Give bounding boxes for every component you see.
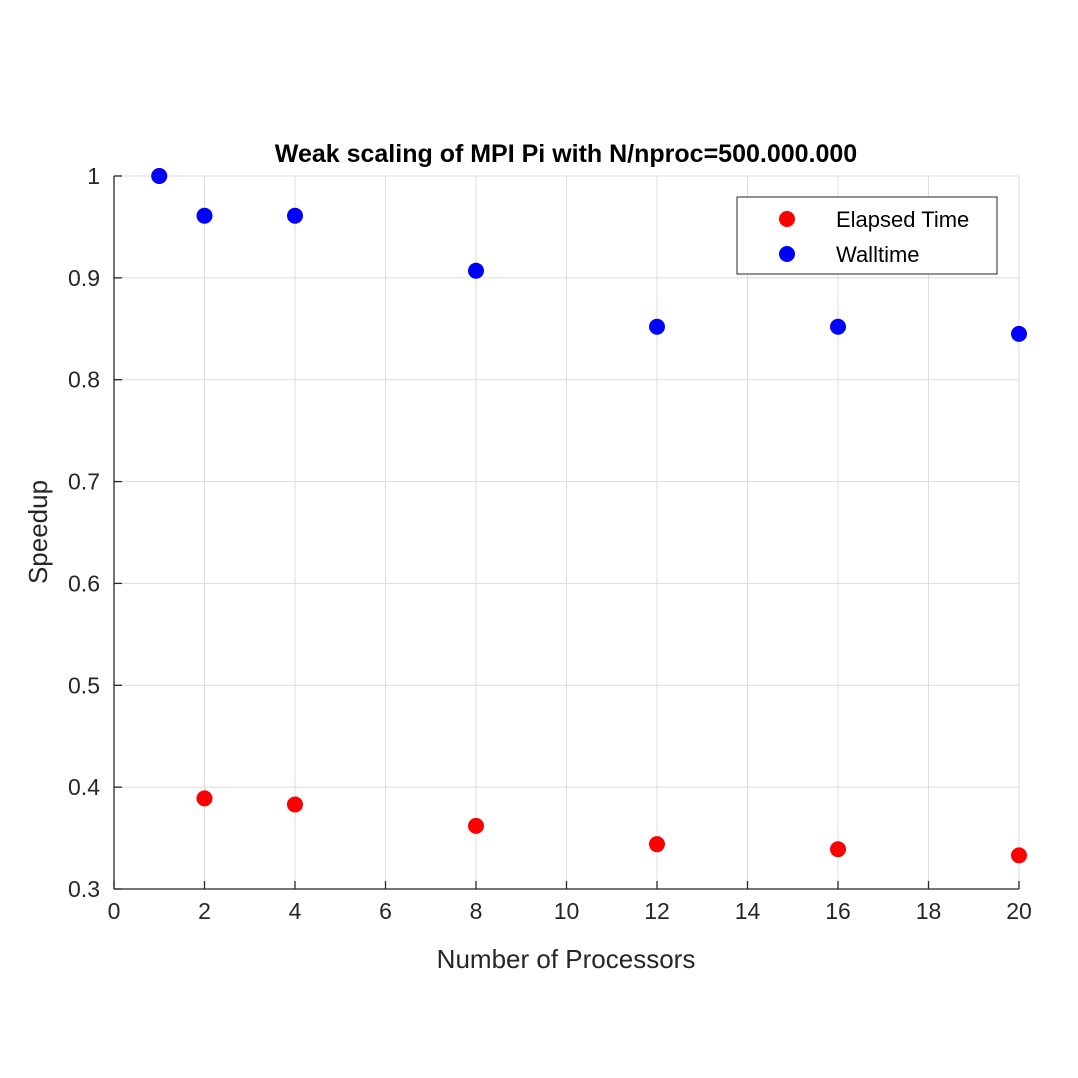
- data-points: [151, 168, 1027, 864]
- legend-marker-walltime: [779, 246, 795, 262]
- x-tick-label: 18: [916, 898, 942, 924]
- legend: Elapsed Time Walltime: [736, 196, 998, 275]
- legend-box: [736, 196, 998, 275]
- x-tick-label: 2: [198, 898, 211, 924]
- grid-lines: [114, 175, 1020, 889]
- walltime-point: [649, 318, 665, 335]
- elapsed-time-point: [649, 836, 665, 853]
- walltime-point: [196, 207, 213, 224]
- y-tick-label: 0.8: [68, 367, 100, 393]
- y-tick-label: 0.3: [68, 876, 100, 902]
- x-tick-label: 6: [379, 898, 392, 924]
- walltime-point: [151, 168, 168, 184]
- legend-label-walltime: Walltime: [836, 242, 920, 267]
- x-tick-label: 16: [825, 898, 851, 924]
- walltime-point: [287, 207, 303, 224]
- y-tick-label: 0.6: [68, 570, 100, 596]
- y-tick-label: 0.9: [68, 265, 100, 291]
- x-tick-label: 12: [644, 898, 670, 924]
- x-tick-label: 14: [735, 898, 761, 924]
- x-tick-label: 10: [554, 898, 580, 924]
- elapsed-time-point: [1011, 847, 1027, 864]
- legend-label-elapsed-time: Elapsed Time: [836, 207, 969, 232]
- x-tick-label: 8: [470, 898, 483, 924]
- y-tick-label: 0.5: [68, 672, 100, 698]
- elapsed-time-point: [830, 841, 846, 858]
- walltime-point: [1011, 325, 1027, 342]
- x-tick-label: 0: [108, 898, 121, 924]
- axes: [113, 175, 1020, 890]
- elapsed-time-point: [468, 817, 484, 834]
- chart-title: Weak scaling of MPI Pi with N/nproc=500.…: [275, 140, 857, 168]
- legend-marker-elapsed-time: [779, 211, 795, 227]
- walltime-point: [830, 318, 846, 335]
- elapsed-time-point: [196, 790, 213, 807]
- y-axis-label: Speedup: [23, 480, 53, 584]
- x-axis-label: Number of Processors: [437, 944, 696, 974]
- elapsed-time-point: [287, 796, 303, 813]
- x-tick-label: 4: [289, 898, 302, 924]
- x-tick-label: 20: [1006, 898, 1032, 924]
- y-tick-label: 0.4: [68, 774, 100, 800]
- y-tick-label: 0.7: [68, 469, 100, 495]
- walltime-point: [468, 262, 484, 279]
- tick-labels: 0 2 4 6 8 10 12 14 16 18 20 0.3 0.4 0.5 0.6 0.7 0.8 0.9 1: [68, 163, 1032, 924]
- y-tick-label: 1: [87, 163, 100, 189]
